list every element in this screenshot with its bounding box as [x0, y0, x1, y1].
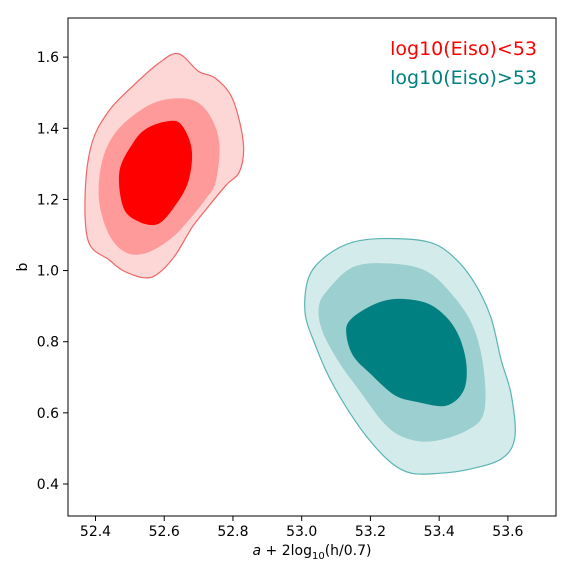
contour-series-1 [84, 52, 245, 279]
plot-frame [67, 17, 557, 517]
y-axis-label: b [15, 262, 31, 271]
x-axis-label: a + 2log10(h/0.7) [253, 543, 372, 562]
y-axis: 0.4 0.6 0.8 1.0 1.2 1.4 1.6 [37, 50, 68, 493]
y-tick-label: 1.4 [37, 121, 59, 137]
y-tick-label: 1.0 [37, 264, 59, 280]
x-tick-label: 53.0 [286, 524, 317, 540]
contour-level-3 [118, 120, 193, 226]
y-tick-label: 1.2 [37, 192, 59, 208]
x-tick-label: 52.8 [217, 524, 248, 540]
x-tick-label: 53.4 [424, 524, 455, 540]
x-tick-label: 52.4 [80, 524, 111, 540]
contour-layer [84, 52, 516, 475]
x-axis: 52.4 52.6 52.8 53.0 53.2 53.4 53.6 [80, 516, 524, 540]
contour-level-3 [346, 298, 467, 407]
x-tick-label: 53.6 [492, 524, 523, 540]
x-tick-label: 52.6 [149, 524, 180, 540]
contour-series-2 [304, 237, 516, 475]
legend-entry-1: log10(Eiso)<53 [390, 38, 537, 60]
legend-entry-2: log10(Eiso)>53 [390, 67, 537, 89]
y-tick-label: 0.6 [37, 406, 59, 422]
y-tick-label: 1.6 [37, 50, 59, 66]
legend: log10(Eiso)<53 log10(Eiso)>53 [390, 38, 537, 89]
y-tick-label: 0.8 [37, 335, 59, 351]
y-tick-label: 0.4 [37, 477, 59, 493]
x-tick-label: 53.2 [355, 524, 386, 540]
